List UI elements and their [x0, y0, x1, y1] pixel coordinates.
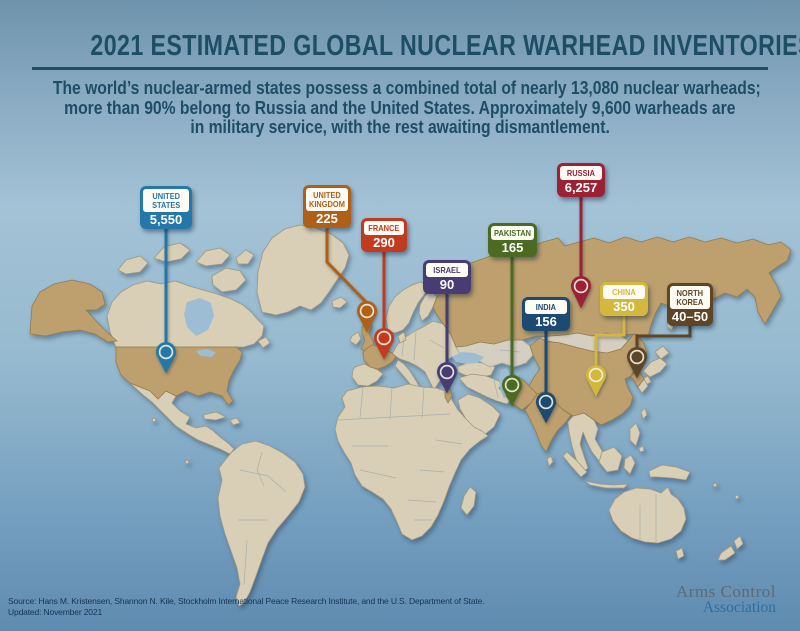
subtitle-line-1: The world’s nuclear-armed states possess…: [52, 78, 761, 98]
pin-ring: [538, 394, 554, 410]
land-caribbean: [202, 411, 241, 426]
map-pin-pakistan: [502, 375, 522, 407]
label-russia: RUSSIA 6,257: [557, 163, 605, 197]
pin-ring: [158, 344, 174, 360]
pin-ring: [588, 367, 604, 383]
pin-tail: [628, 362, 646, 379]
land-new-guinea: [648, 464, 691, 481]
warhead-count: 225: [316, 211, 338, 226]
country-name: CHINA: [603, 285, 645, 299]
warhead-count: 165: [501, 240, 524, 255]
pin-ring: [439, 364, 455, 380]
country-name: RUSSIA: [560, 166, 602, 180]
pin-tail: [157, 357, 175, 374]
map-pin-india: [536, 392, 556, 424]
warhead-count: 40–50: [671, 309, 709, 324]
warhead-count: 6,257: [564, 180, 598, 195]
label-france: FRANCE 290: [361, 218, 407, 252]
pin-ring: [504, 377, 520, 393]
source-line-1: Source: Hans M. Kristensen, Shannon N. K…: [8, 596, 485, 606]
land-arctic-islands: [117, 242, 255, 293]
label-pakistan: PAKISTAN 165: [488, 223, 537, 257]
pin-tail: [572, 291, 590, 309]
land-taiwan: [640, 407, 648, 420]
map-pin-uk: [357, 301, 377, 333]
water-great-lakes: [196, 349, 216, 357]
land-indonesia: [562, 446, 636, 489]
land-madagascar: [460, 486, 477, 516]
leader-lines-group: [164, 195, 692, 394]
logo-line-2: Association: [702, 599, 776, 616]
country-name: INDIA: [525, 300, 567, 314]
map-pin-china: [586, 365, 606, 397]
water-hudson-bay: [184, 298, 214, 336]
land-africa: [334, 383, 489, 541]
pin-tail: [358, 316, 376, 333]
land-pacific-islands: [151, 417, 740, 500]
subtitle: The world’s nuclear-armed states possess…: [0, 78, 800, 138]
pin-tail: [537, 407, 555, 424]
map-pins-group: [156, 276, 647, 424]
map-pin-israel: [437, 362, 457, 394]
pin-tail: [587, 380, 605, 397]
pin-tail: [438, 377, 456, 394]
land-australia: [608, 486, 687, 560]
warhead-count: 156: [535, 314, 557, 329]
pin-tail: [503, 390, 521, 407]
map-pin-north-korea: [627, 347, 647, 379]
page-title-text: 2021 ESTIMATED GLOBAL NUCLEAR WARHEAD IN…: [90, 30, 800, 62]
page-title: 2021 ESTIMATED GLOBAL NUCLEAR WARHEAD IN…: [0, 30, 800, 63]
country-borders: [238, 331, 657, 586]
country-name: UNITED STATES: [143, 189, 189, 212]
label-united-kingdom: UNITED KINGDOM 225: [303, 185, 351, 228]
country-name: ISRAEL: [426, 263, 468, 277]
land-iceland: [331, 296, 348, 309]
land-new-zealand: [717, 535, 744, 561]
label-china: CHINA 350: [600, 282, 648, 316]
label-united-states: UNITED STATES 5,550: [140, 186, 192, 229]
land-arabia: [457, 393, 501, 436]
pin-ring: [629, 349, 645, 365]
warhead-count: 5,550: [149, 212, 183, 227]
subtitle-line-2: more than 90% belong to Russia and the U…: [64, 97, 736, 118]
land-philippines: [629, 422, 645, 453]
label-israel: ISRAEL 90: [423, 260, 471, 294]
pin-ring: [376, 330, 392, 346]
land-south-america: [217, 440, 306, 607]
warhead-count: 350: [613, 299, 635, 314]
logo-line-1: Arms Control: [676, 582, 776, 601]
label-india: INDIA 156: [522, 297, 570, 331]
map-pin-france: [374, 328, 394, 360]
land-united-states: [115, 346, 243, 406]
country-name: UNITED KINGDOM: [306, 188, 348, 211]
arms-control-association-logo: Arms Control Association: [676, 582, 776, 616]
land-ireland: [349, 331, 362, 346]
warhead-count: 90: [439, 277, 455, 292]
label-north-korea: NORTH KOREA 40–50: [667, 283, 713, 326]
source-line-2: Updated: November 2021: [8, 607, 103, 617]
country-name: FRANCE: [364, 221, 404, 235]
map-pin-us: [156, 342, 176, 374]
land-sri-lanka: [546, 455, 554, 467]
land-alaska-us: [29, 279, 118, 343]
leader-line-uk: [325, 219, 369, 305]
leader-line-china: [594, 312, 626, 367]
water-black-sea: [452, 352, 484, 364]
title-divider: [32, 67, 768, 70]
pin-ring: [573, 278, 589, 294]
country-name: PAKISTAN: [491, 226, 534, 240]
country-name: NORTH KOREA: [670, 286, 710, 309]
map-pin-russia: [571, 276, 591, 309]
source-note: Source: Hans M. Kristensen, Shannon N. K…: [8, 596, 485, 618]
land-newfoundland: [257, 336, 271, 349]
pin-tail: [375, 343, 393, 360]
pin-ring: [359, 303, 375, 319]
subtitle-line-3: in military service, with the rest await…: [190, 117, 610, 137]
warhead-count: 290: [373, 235, 395, 250]
leader-line-north-korea: [635, 317, 692, 349]
land-se-asia: [567, 412, 606, 473]
